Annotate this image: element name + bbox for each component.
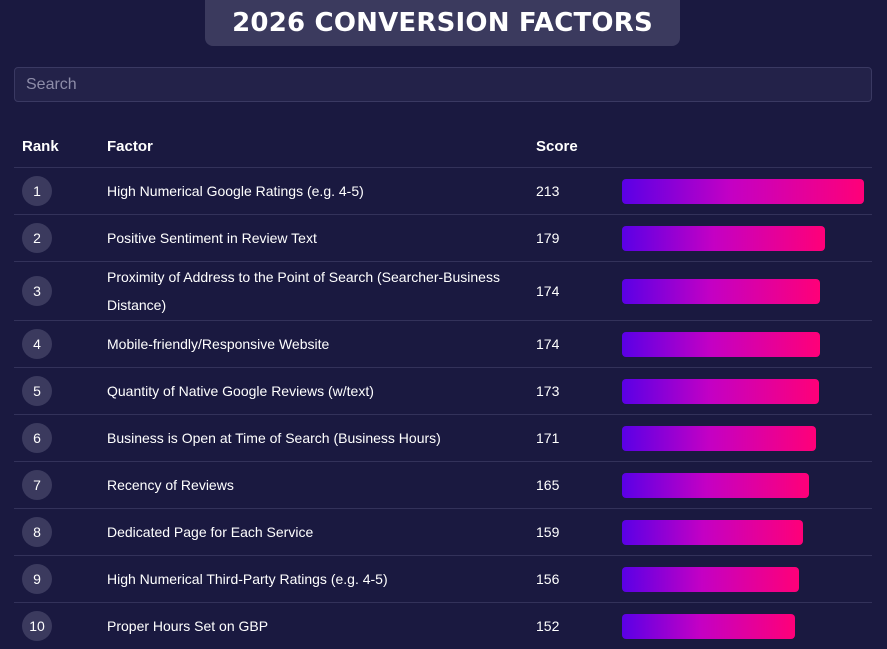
table-row[interactable]: 5 Quantity of Native Google Reviews (w/t… [14,368,872,415]
search-input[interactable] [14,67,872,102]
table-row[interactable]: 2 Positive Sentiment in Review Text 179 [14,215,872,262]
score-value: 213 [536,183,559,199]
rank-badge: 9 [22,564,52,594]
factor-name: Proximity of Address to the Point of Sea… [107,263,536,319]
score-value: 159 [536,524,559,540]
factor-name: Dedicated Page for Each Service [107,518,536,546]
score-value: 179 [536,230,559,246]
score-bar [622,226,825,251]
rank-badge: 3 [22,276,52,306]
factor-name: High Numerical Google Ratings (e.g. 4-5) [107,177,536,205]
score-bar [622,332,820,357]
rank-badge: 2 [22,223,52,253]
header-score[interactable]: Score [536,126,622,168]
score-bar [622,520,803,545]
rank-badge: 7 [22,470,52,500]
rank-badge: 8 [22,517,52,547]
factor-name: Quantity of Native Google Reviews (w/tex… [107,377,536,405]
score-bar [622,473,809,498]
table-row[interactable]: 4 Mobile-friendly/Responsive Website 174 [14,321,872,368]
score-value: 174 [536,283,559,299]
score-value: 165 [536,477,559,493]
rank-badge: 5 [22,376,52,406]
score-value: 173 [536,383,559,399]
score-value: 174 [536,336,559,352]
header-bar [622,126,872,168]
header-factor[interactable]: Factor [107,126,536,168]
rank-badge: 6 [22,423,52,453]
factors-table: Rank Factor Score 1 High Numerical Googl… [14,126,872,649]
score-bar [622,379,819,404]
score-bar [622,179,864,204]
score-value: 171 [536,430,559,446]
rank-badge: 4 [22,329,52,359]
factor-name: Proper Hours Set on GBP [107,612,536,640]
factor-name: High Numerical Third-Party Ratings (e.g.… [107,565,536,593]
score-bar [622,567,799,592]
score-value: 152 [536,618,559,634]
table-row[interactable]: 6 Business is Open at Time of Search (Bu… [14,415,872,462]
table-row[interactable]: 3 Proximity of Address to the Point of S… [14,262,872,321]
table-row[interactable]: 9 High Numerical Third-Party Ratings (e.… [14,556,872,603]
rank-badge: 1 [22,176,52,206]
table-row[interactable]: 7 Recency of Reviews 165 [14,462,872,509]
factor-name: Recency of Reviews [107,471,536,499]
score-bar [622,279,820,304]
header-rank[interactable]: Rank [14,126,107,168]
rank-badge: 10 [22,611,52,641]
factor-name: Positive Sentiment in Review Text [107,224,536,252]
table-row[interactable]: 10 Proper Hours Set on GBP 152 [14,603,872,649]
factor-name: Mobile-friendly/Responsive Website [107,330,536,358]
table-row[interactable]: 8 Dedicated Page for Each Service 159 [14,509,872,556]
table-row[interactable]: 1 High Numerical Google Ratings (e.g. 4-… [14,168,872,215]
score-bar [622,614,795,639]
factor-name: Business is Open at Time of Search (Busi… [107,424,536,452]
score-value: 156 [536,571,559,587]
score-bar [622,426,816,451]
page-title: 2026 CONVERSION FACTORS [205,0,680,46]
table-header: Rank Factor Score [14,126,872,168]
